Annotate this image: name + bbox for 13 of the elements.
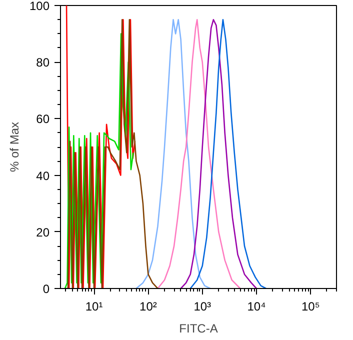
x-tick-label: 10⁵	[302, 300, 320, 314]
y-tick-label: 80	[36, 56, 50, 70]
x-tick-label: 10²	[140, 300, 157, 314]
y-tick-label: 40	[36, 168, 50, 183]
y-axis-title: % of Max	[7, 122, 22, 172]
x-tick-label: 10¹	[85, 300, 103, 314]
y-tick-label: 100	[29, 0, 50, 13]
x-tick-label: 10⁴	[247, 300, 266, 314]
y-tick-label: 0	[42, 282, 50, 296]
y-tick-label: 20	[36, 225, 50, 240]
x-axis-title: FITC-A	[179, 322, 218, 336]
x-tick-label: 10³	[194, 300, 212, 314]
y-tick-label: 60	[36, 112, 50, 126]
